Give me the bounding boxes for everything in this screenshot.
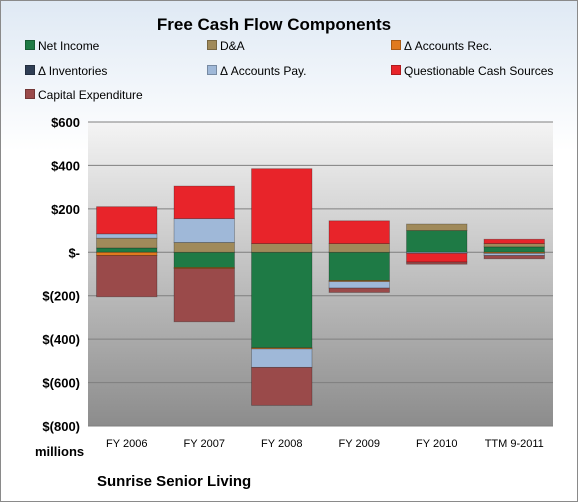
bar-segment [406,261,468,265]
company-label: Sunrise Senior Living [97,473,252,490]
bar-segment [96,247,158,253]
chart-title: Free Cash Flow Components [156,15,392,34]
legend-label: Δ Accounts Rec. [404,39,493,53]
bar-segment [173,218,235,243]
bar-segment [328,281,390,289]
legend-item-questionable-cash: Questionable Cash Sources [391,64,553,78]
bar-segment [483,255,545,260]
legend-item-net-income: Net Income [25,39,99,53]
units-label: millions [35,444,85,459]
bar-segment [173,185,235,220]
legend-item-da: D&A [207,39,245,53]
x-tick-label: FY 2009 [339,438,380,450]
legend-label: D&A [220,39,245,53]
bar-segment [483,243,545,248]
legend-swatch [25,40,35,50]
bar-segment [328,251,390,281]
y-axis-ticks: $600 $400 $200 $- $(200) $(400) $(600) $(800) [42,115,80,434]
x-tick-label: TTM 9-2011 [485,438,544,450]
bar-segment [483,238,545,244]
bar-segment [96,237,158,249]
bar-segment [251,243,313,253]
y-tick-label: $(400) [42,332,80,347]
bar-segment [96,251,158,256]
bar-segment [173,242,235,253]
bars [96,168,545,406]
legend-swatch [207,40,217,50]
y-tick-label: $400 [51,158,80,173]
y-tick-label: $(200) [42,289,80,304]
y-tick-label: $600 [51,115,80,130]
legend-item-accounts-rec: Δ Accounts Rec. [391,39,492,53]
bar-segment [251,251,313,349]
y-tick-label: $(600) [42,376,80,391]
y-tick-label: $(800) [42,419,80,434]
bar-segment [96,255,158,298]
bar-segment [328,220,390,245]
bar-segment [251,366,313,406]
legend-label: Questionable Cash Sources [404,64,554,78]
legend-item-inventories: Δ Inventories [25,64,107,78]
legend-swatch [391,40,401,50]
gridlines [88,121,553,427]
bar-segment [96,233,158,239]
legend-swatch [207,65,217,75]
bar-segment [251,168,313,244]
y-tick-label: $- [68,245,80,260]
legend-label: Δ Inventories [38,64,108,78]
bar-segment [483,246,545,253]
legend-swatch [391,65,401,75]
plot-background [88,122,553,426]
bar-segment [173,251,235,268]
bar-segment [406,252,468,263]
legend-item-capex: Capital Expenditure [25,88,143,102]
legend-swatch [25,89,35,99]
x-tick-label: FY 2007 [184,438,225,450]
bar-segment [328,243,390,253]
legend-swatch [25,65,35,75]
legend-item-accounts-pay: Δ Accounts Pay. [207,64,307,78]
x-axis-ticks: FY 2006 FY 2007 FY 2008 FY 2009 FY 2010 TTM 9… [106,438,544,450]
x-tick-label: FY 2008 [261,438,302,450]
bar-segment [406,230,468,253]
bar-segment [96,206,158,235]
legend-label: Δ Accounts Pay. [220,64,307,78]
legend-label: Net Income [38,39,100,53]
x-tick-label: FY 2010 [416,438,457,450]
bar-segment [251,348,313,368]
y-tick-label: $200 [51,202,80,217]
x-tick-label: FY 2006 [106,438,147,450]
bar-segment [328,287,390,293]
legend-label: Capital Expenditure [38,88,143,102]
bar-segment [173,268,235,323]
bar-segment [406,223,468,231]
